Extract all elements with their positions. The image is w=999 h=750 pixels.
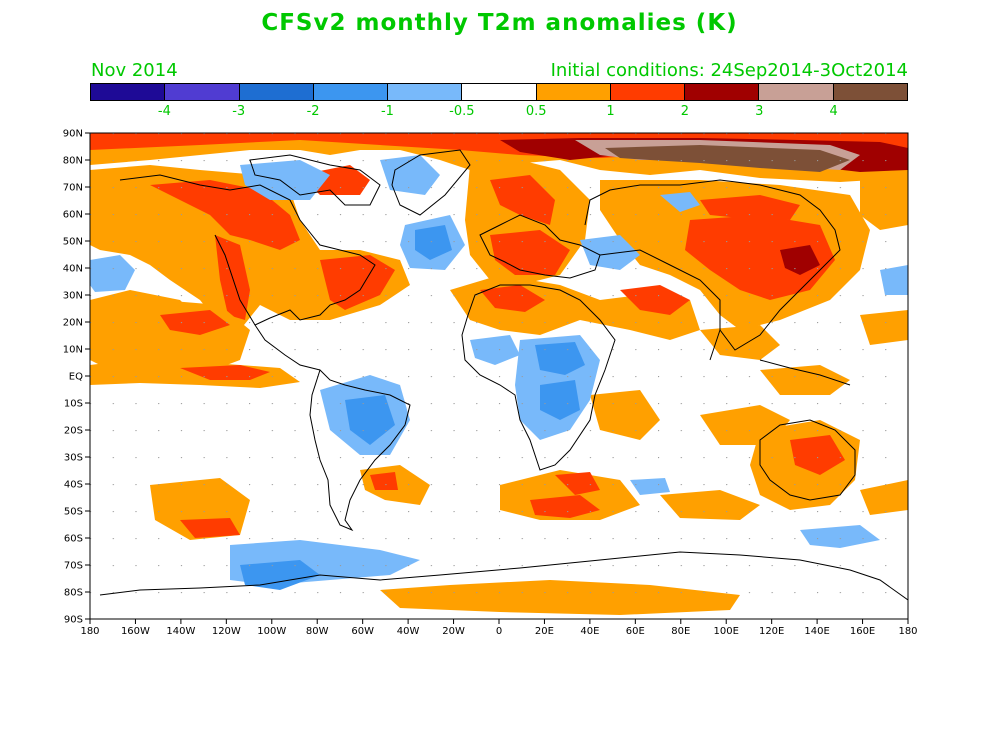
- lon-tick-label: 160E: [850, 626, 875, 637]
- colorbar-swatch: [610, 84, 686, 100]
- colorbar-swatch: [685, 84, 760, 100]
- lat-tick-label: 20S: [64, 426, 83, 437]
- lon-tick-label: 120W: [212, 626, 241, 637]
- lon-tick-label: 160W: [121, 626, 150, 637]
- lon-tick-label: 20E: [535, 626, 554, 637]
- lon-tick-label: 120E: [759, 626, 784, 637]
- lat-tick-label: 20N: [63, 318, 83, 329]
- lon-tick-label: 180: [80, 626, 99, 637]
- colorbar: [90, 83, 908, 101]
- lat-tick-label: 80N: [63, 156, 83, 167]
- lon-tick-label: 0: [496, 626, 502, 637]
- map-title: CFSv2 monthly T2m anomalies (K): [261, 10, 738, 36]
- lat-tick-label: 10N: [63, 345, 83, 356]
- lat-tick-label: 60S: [64, 534, 83, 545]
- lat-tick-label: 60N: [63, 210, 83, 221]
- colorbar-label: 1: [606, 104, 615, 119]
- colorbar-label: -3: [232, 104, 246, 119]
- lat-tick-label: 90N: [63, 129, 83, 140]
- lon-tick-label: 80W: [306, 626, 329, 637]
- colorbar-swatch: [833, 84, 907, 100]
- colorbar-label: 2: [680, 104, 690, 119]
- lat-tick-label: 40N: [63, 264, 83, 275]
- colorbar-swatch: [388, 84, 463, 100]
- lon-tick-label: 100E: [714, 626, 739, 637]
- colorbar-label: 4: [829, 104, 838, 119]
- colorbar-label: -0.5: [449, 104, 475, 119]
- lon-tick-label: 140E: [804, 626, 829, 637]
- initial-conditions-label: Initial conditions: 24Sep2014-3Oct2014: [550, 60, 908, 81]
- lon-tick-label: 60W: [351, 626, 374, 637]
- coastlines: [99, 149, 908, 601]
- colorbar-swatch: [536, 84, 611, 100]
- colorbar-swatch: [91, 84, 166, 100]
- lat-tick-label: EQ: [69, 372, 83, 383]
- lon-tick-label: 140W: [166, 626, 195, 637]
- latitude-axis: 90N 80N 70N 60N 50N 40N 30N 20N 10N EQ 10S 20S 30S 40…: [63, 129, 90, 626]
- lon-tick-label: 20W: [442, 626, 465, 637]
- colorbar-swatch: [313, 84, 389, 100]
- colorbar-label: 0.5: [525, 104, 547, 119]
- lat-tick-label: 40S: [64, 480, 83, 491]
- colorbar-label: 3: [755, 104, 764, 119]
- lat-tick-label: 10S: [64, 399, 83, 410]
- colorbar-labels: -4 -3 -2 -1 -0.5 0.5 1 2 3 4: [90, 104, 908, 120]
- lon-tick-label: 100W: [257, 626, 286, 637]
- forecast-month-label: Nov 2014: [91, 60, 178, 81]
- colorbar-label: -4: [157, 104, 171, 119]
- lon-tick-label: 60E: [626, 626, 645, 637]
- lat-tick-label: 50N: [63, 237, 83, 248]
- lat-tick-label: 30S: [64, 453, 83, 464]
- lat-tick-label: 50S: [64, 507, 83, 518]
- lat-tick-label: 70N: [63, 183, 83, 194]
- lon-tick-label: 180: [898, 626, 917, 637]
- lon-tick-label: 40W: [397, 626, 420, 637]
- colorbar-swatch: [165, 84, 240, 100]
- colorbar-label: -2: [306, 104, 320, 119]
- lat-tick-label: 80S: [64, 588, 83, 599]
- colorbar-label: -1: [380, 104, 394, 119]
- grid-dots: [90, 133, 908, 619]
- longitude-axis: 180 160W 140W 120W 100W 80W 60W 40W 20W 0 20E 40E 60…: [80, 619, 918, 637]
- lon-tick-label: 40E: [580, 626, 599, 637]
- lat-tick-label: 70S: [64, 561, 83, 572]
- colorbar-swatch: [239, 84, 314, 100]
- lat-tick-label: 30N: [63, 291, 83, 302]
- lat-tick-label: 90S: [64, 615, 83, 626]
- colorbar-swatch: [462, 84, 537, 100]
- colorbar-swatch: [759, 84, 834, 100]
- lon-tick-label: 80E: [671, 626, 690, 637]
